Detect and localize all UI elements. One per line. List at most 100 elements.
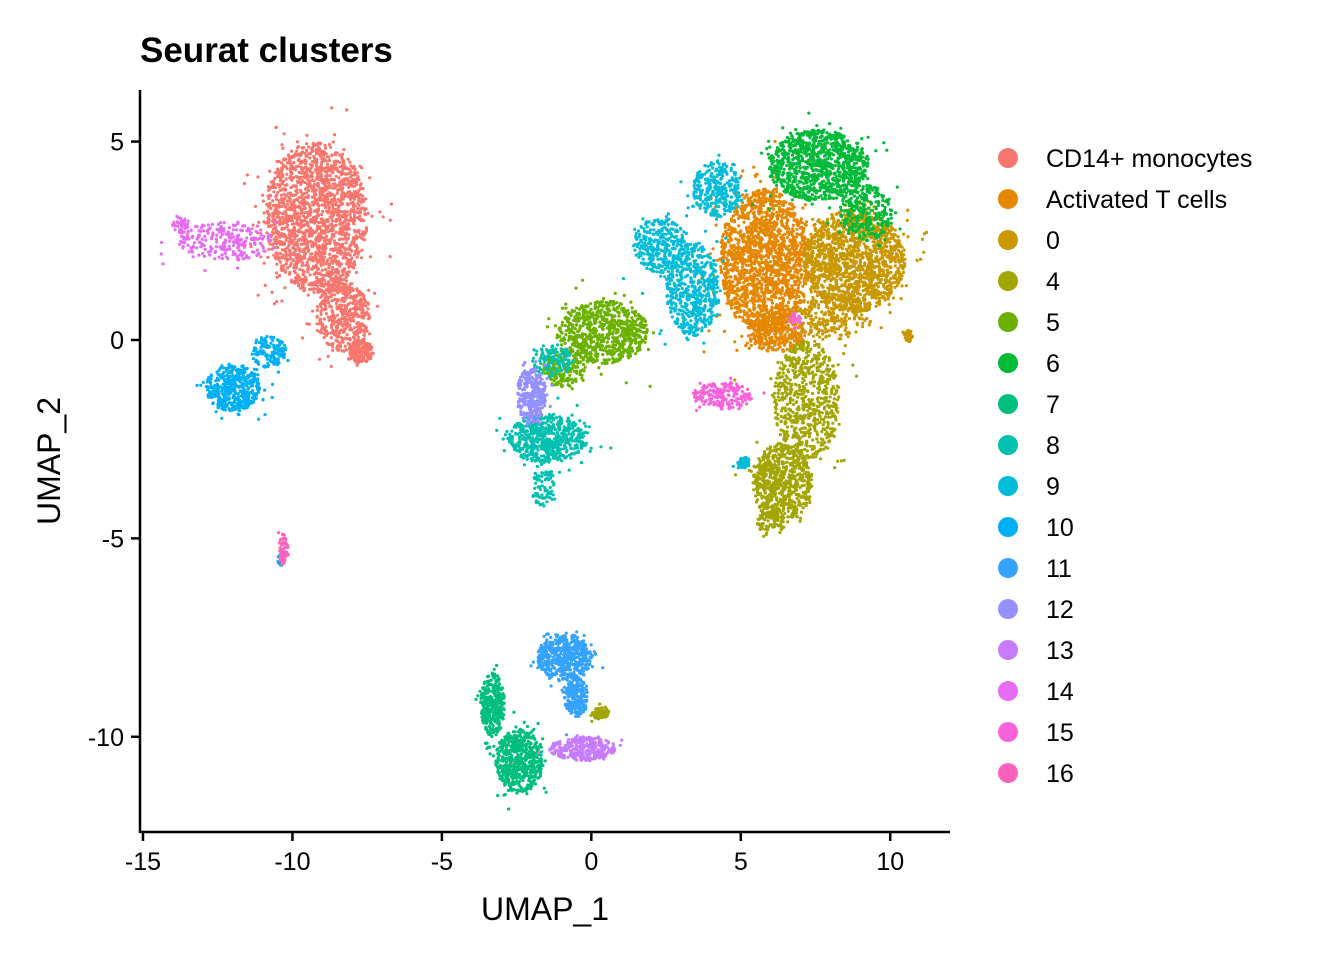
data-point	[352, 266, 356, 270]
data-point	[276, 245, 280, 250]
data-point	[274, 251, 278, 255]
data-point	[794, 235, 799, 239]
data-point	[753, 340, 758, 344]
data-point	[745, 269, 749, 273]
data-point	[318, 169, 322, 173]
data-point	[336, 348, 340, 352]
data-point	[356, 229, 360, 233]
data-point	[766, 341, 770, 345]
data-point	[316, 284, 320, 288]
data-point	[753, 261, 757, 265]
data-point	[306, 174, 310, 178]
data-point	[774, 283, 779, 287]
data-point	[363, 208, 367, 212]
data-point	[778, 272, 782, 276]
data-point	[300, 264, 304, 268]
data-point	[329, 336, 333, 340]
data-point	[343, 305, 347, 309]
data-point	[730, 284, 734, 288]
data-point	[293, 263, 297, 267]
data-point	[734, 260, 738, 264]
data-point	[731, 263, 735, 268]
data-point	[906, 208, 910, 212]
data-point	[284, 252, 288, 256]
data-point	[282, 264, 286, 268]
data-point	[792, 211, 796, 215]
data-point	[357, 178, 361, 182]
data-point	[317, 253, 321, 258]
data-point	[283, 226, 287, 230]
data-point	[787, 255, 791, 259]
data-point	[355, 183, 359, 187]
data-point	[323, 307, 327, 311]
data-point	[359, 218, 363, 223]
data-point	[343, 311, 347, 315]
data-point	[292, 243, 296, 248]
data-point	[356, 175, 360, 179]
data-point	[737, 272, 741, 276]
data-point	[733, 311, 737, 315]
data-point	[290, 155, 294, 160]
data-point	[341, 273, 345, 277]
data-point	[341, 230, 345, 234]
data-point	[919, 257, 923, 261]
data-point	[302, 175, 306, 179]
data-point	[251, 223, 255, 227]
data-point	[312, 290, 316, 294]
data-point	[351, 203, 355, 207]
data-point	[292, 247, 297, 251]
data-point	[280, 205, 284, 209]
data-point	[774, 335, 778, 339]
data-point	[267, 221, 271, 225]
data-point	[735, 210, 740, 214]
data-point	[795, 289, 800, 293]
data-point	[741, 252, 745, 256]
data-point	[750, 206, 754, 210]
data-point	[752, 305, 756, 309]
data-point	[802, 294, 806, 298]
data-point	[308, 255, 312, 259]
data-point	[319, 289, 323, 293]
data-point	[311, 256, 315, 260]
data-point	[353, 332, 357, 336]
data-point	[736, 257, 740, 261]
data-point	[356, 206, 360, 211]
data-point	[296, 164, 301, 168]
data-point	[338, 160, 342, 164]
data-point	[796, 286, 800, 290]
data-point	[765, 329, 769, 333]
data-point	[357, 199, 361, 203]
data-point	[794, 258, 799, 262]
data-point	[340, 155, 344, 160]
data-point	[344, 282, 348, 287]
data-point	[723, 244, 727, 248]
data-point	[755, 229, 759, 233]
data-point	[755, 287, 759, 291]
data-point	[348, 313, 353, 317]
data-point	[314, 164, 318, 168]
data-point	[345, 232, 349, 236]
data-point	[736, 300, 740, 304]
data-point	[298, 201, 302, 205]
data-point	[740, 265, 745, 269]
data-point	[764, 242, 768, 246]
data-point	[733, 378, 737, 382]
data-point	[349, 294, 353, 299]
data-point	[776, 342, 781, 346]
data-point	[349, 248, 353, 252]
data-point	[335, 191, 339, 195]
data-point	[783, 232, 787, 236]
data-point	[293, 279, 297, 283]
data-point	[770, 301, 775, 305]
data-point	[285, 183, 289, 187]
data-point	[729, 217, 734, 221]
data-point	[298, 249, 302, 253]
data-point	[324, 159, 328, 163]
data-point	[754, 334, 758, 338]
data-point	[271, 227, 276, 231]
data-point	[312, 179, 316, 183]
data-point	[327, 318, 331, 322]
data-point	[309, 226, 313, 230]
data-point	[797, 269, 802, 273]
data-point	[287, 243, 291, 248]
